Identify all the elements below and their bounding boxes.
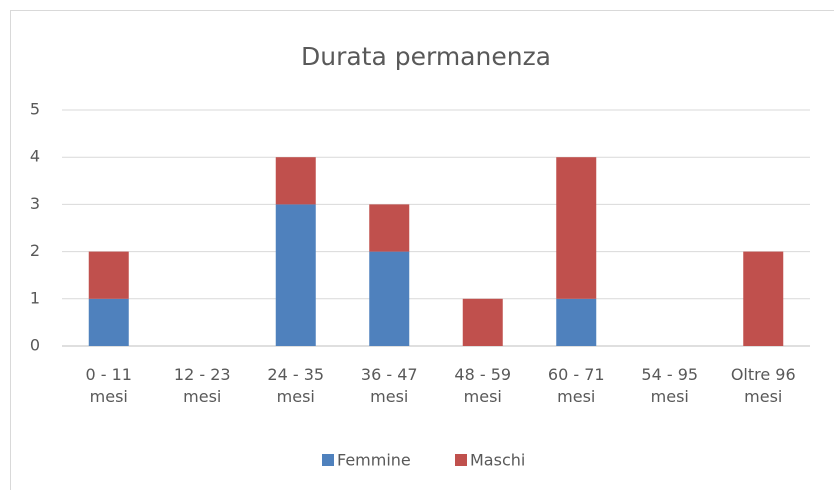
x-tick-label: 0 - 11 mesi [85,365,132,406]
legend-swatch [455,454,467,466]
x-tick-label: 12 - 23 mesi [173,365,231,406]
bar-segment [556,157,597,299]
bar-segment [369,204,410,252]
chart-border [10,10,834,490]
y-tick-label: 0 [30,336,40,355]
y-tick-label: 5 [30,100,40,119]
bar-segment [462,298,503,346]
y-tick-label: 2 [30,241,40,260]
legend-label: Maschi [470,451,525,470]
x-tick-label: Oltre 96 mesi [730,365,796,406]
y-tick-label: 1 [30,288,40,307]
legend-label: Femmine [337,451,411,470]
bar-segment [369,251,410,346]
x-tick-label: 24 - 35 mesi [267,365,325,406]
x-tick-label: 54 - 95 mesi [641,365,699,406]
x-tick-label: 48 - 59 mesi [454,365,512,406]
bar-segment [88,298,129,346]
y-tick-label: 4 [30,147,40,166]
bar-segment [275,157,316,205]
chart-title: Durata permanenza [301,42,551,71]
bar-segment [275,204,316,346]
bar-segment [743,251,784,346]
legend-swatch [322,454,334,466]
bar-segment [556,298,597,346]
y-tick-label: 3 [30,194,40,213]
bar-segment [88,251,129,299]
x-tick-label: 36 - 47 mesi [360,365,418,406]
x-tick-label: 60 - 71 mesi [547,365,605,406]
